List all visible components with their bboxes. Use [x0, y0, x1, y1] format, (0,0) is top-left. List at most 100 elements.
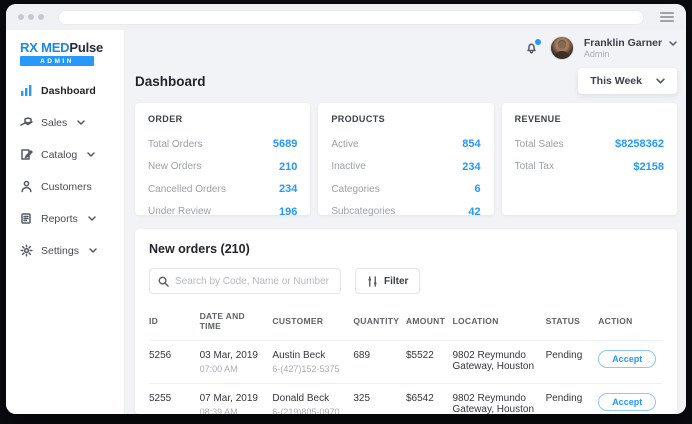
stat-value: 6	[474, 183, 481, 196]
window-dot	[28, 14, 34, 20]
sidebar-item-label: Settings	[41, 244, 79, 257]
order-id: 5256	[149, 340, 200, 384]
sidebar: RX MEDPulse ADMIN Dashboard Sales	[6, 30, 125, 414]
filter-sliders-icon	[368, 275, 377, 287]
chevron-down-icon	[669, 41, 677, 46]
column-header-quantity: QUANTITY	[353, 307, 406, 341]
search-icon	[158, 276, 169, 287]
order-datetime: 07 Mar, 2019 08:39 AM	[199, 383, 273, 414]
stat-value: 42	[468, 205, 481, 218]
revenue-stats-card: REVENUE Total Sales $8258362 Total Tax $21…	[501, 103, 677, 215]
sidebar-item-settings[interactable]: Settings	[20, 244, 124, 257]
bar-chart-icon	[20, 84, 33, 97]
chevron-down-icon	[656, 78, 665, 84]
new-orders-card: New orders (210) Filter	[135, 229, 677, 414]
order-quantity: 325	[353, 383, 406, 414]
chevron-down-icon	[89, 248, 97, 253]
column-header-customer: CUSTOMER	[272, 307, 354, 341]
traffic-dots	[18, 14, 44, 20]
accept-button[interactable]: Accept	[598, 350, 657, 368]
stat-label: Total Tax	[514, 161, 554, 173]
sidebar-item-label: Sales	[41, 116, 68, 129]
browser-chrome	[6, 4, 686, 30]
stat-value: 196	[278, 205, 298, 218]
search-box[interactable]	[149, 268, 341, 294]
sidebar-item-label: Reports	[41, 212, 78, 225]
sidebar-item-reports[interactable]: Reports	[20, 212, 124, 225]
column-header-id: ID	[149, 307, 200, 341]
sidebar-item-dashboard[interactable]: Dashboard	[20, 84, 124, 97]
notification-dot	[534, 39, 541, 45]
user-name: Franklin Garner	[584, 37, 677, 49]
reports-icon	[20, 212, 33, 225]
stat-label: New Orders	[148, 161, 202, 173]
order-id: 5255	[149, 383, 200, 414]
stat-label: Active	[331, 138, 359, 150]
window-dot	[18, 14, 24, 20]
chevron-down-icon	[88, 216, 96, 221]
order-action: Accept	[598, 383, 663, 414]
admin-badge: ADMIN	[20, 56, 94, 66]
window-dot	[38, 14, 44, 20]
user-bar: Franklin Garner Admin	[135, 35, 677, 61]
order-status: Pending	[545, 383, 599, 414]
stat-value: $8258362	[615, 138, 664, 151]
title-bar: Dashboard This Week	[135, 68, 677, 94]
bell-icon[interactable]	[524, 39, 541, 56]
stat-label: Categories	[331, 183, 380, 195]
order-stats-card: ORDER Total Orders 5689 New Orders 210 Can…	[135, 103, 311, 218]
order-amount: $5522	[405, 340, 453, 384]
period-selector[interactable]: This Week	[578, 68, 677, 94]
order-location: 9802 Reymundo Gateway, Houston	[452, 383, 546, 414]
chevron-down-icon	[77, 120, 86, 125]
logo-part-rxmed: RX MED	[20, 40, 70, 55]
hamburger-icon[interactable]	[660, 12, 674, 22]
stat-label: Under Review	[148, 206, 211, 218]
order-quantity: 689	[353, 340, 406, 384]
stat-label: Inactive	[331, 161, 366, 173]
sidebar-item-customers[interactable]: Customers	[20, 180, 124, 193]
order-customer: Austin Beck 6-(427)152-5375	[272, 340, 354, 384]
sidebar-item-label: Customers	[41, 180, 92, 193]
stat-label: Cancelled Orders	[148, 183, 226, 195]
order-amount: $6542	[405, 383, 453, 414]
stat-label: Total Sales	[514, 138, 564, 150]
sidebar-item-label: Catalog	[41, 148, 78, 161]
orders-table: ID DATE AND TIME CUSTOMER QUANTITY AMOUN…	[149, 307, 663, 414]
order-status: Pending	[545, 340, 599, 384]
table-row: 5256 03 Mar, 2019 07:00 AM Austin Beck 6-(…	[149, 340, 663, 384]
column-header-date: DATE AND TIME	[199, 307, 273, 341]
filter-button[interactable]: Filter	[355, 268, 421, 294]
stat-value: $2158	[633, 160, 664, 173]
table-row: 5255 07 Mar, 2019 08:39 AM Donald Beck 6-(…	[149, 383, 663, 414]
order-customer: Donald Beck 6-(219)805-0970	[272, 383, 354, 414]
sidebar-item-label: Dashboard	[41, 84, 96, 97]
card-title: PRODUCTS	[331, 114, 386, 124]
column-header-amount: AMOUNT	[405, 307, 453, 341]
url-bar[interactable]	[58, 9, 644, 25]
stat-label: Total Orders	[148, 138, 203, 150]
column-header-action: ACTION	[598, 307, 663, 341]
app-logo: RX MEDPulse ADMIN	[20, 40, 124, 66]
user-role: Admin	[583, 48, 610, 59]
user-meta[interactable]: Franklin Garner Admin	[584, 37, 677, 59]
search-input[interactable]	[175, 275, 332, 287]
sidebar-item-catalog[interactable]: Catalog	[20, 148, 124, 161]
filter-button-label: Filter	[384, 275, 409, 287]
stat-value: 234	[278, 183, 298, 196]
browser-window: RX MEDPulse ADMIN Dashboard Sales	[6, 4, 686, 414]
column-header-status: STATUS	[545, 307, 599, 341]
catalog-icon	[20, 148, 33, 161]
chevron-down-icon	[87, 152, 95, 157]
stat-cards: ORDER Total Orders 5689 New Orders 210 Can…	[135, 103, 677, 218]
order-datetime: 03 Mar, 2019 07:00 AM	[199, 340, 273, 384]
avatar[interactable]	[549, 36, 574, 60]
main-content: Franklin Garner Admin Dashboard This Wee…	[125, 30, 686, 414]
period-selector-label: This Week	[590, 75, 642, 87]
order-action: Accept	[598, 340, 663, 384]
sidebar-nav: Dashboard Sales Catalog	[20, 84, 124, 257]
logo-text: RX MEDPulse	[20, 40, 124, 55]
accept-button[interactable]: Accept	[598, 393, 657, 411]
sidebar-item-sales[interactable]: Sales	[20, 116, 124, 129]
search-filter-row: Filter	[149, 268, 663, 294]
